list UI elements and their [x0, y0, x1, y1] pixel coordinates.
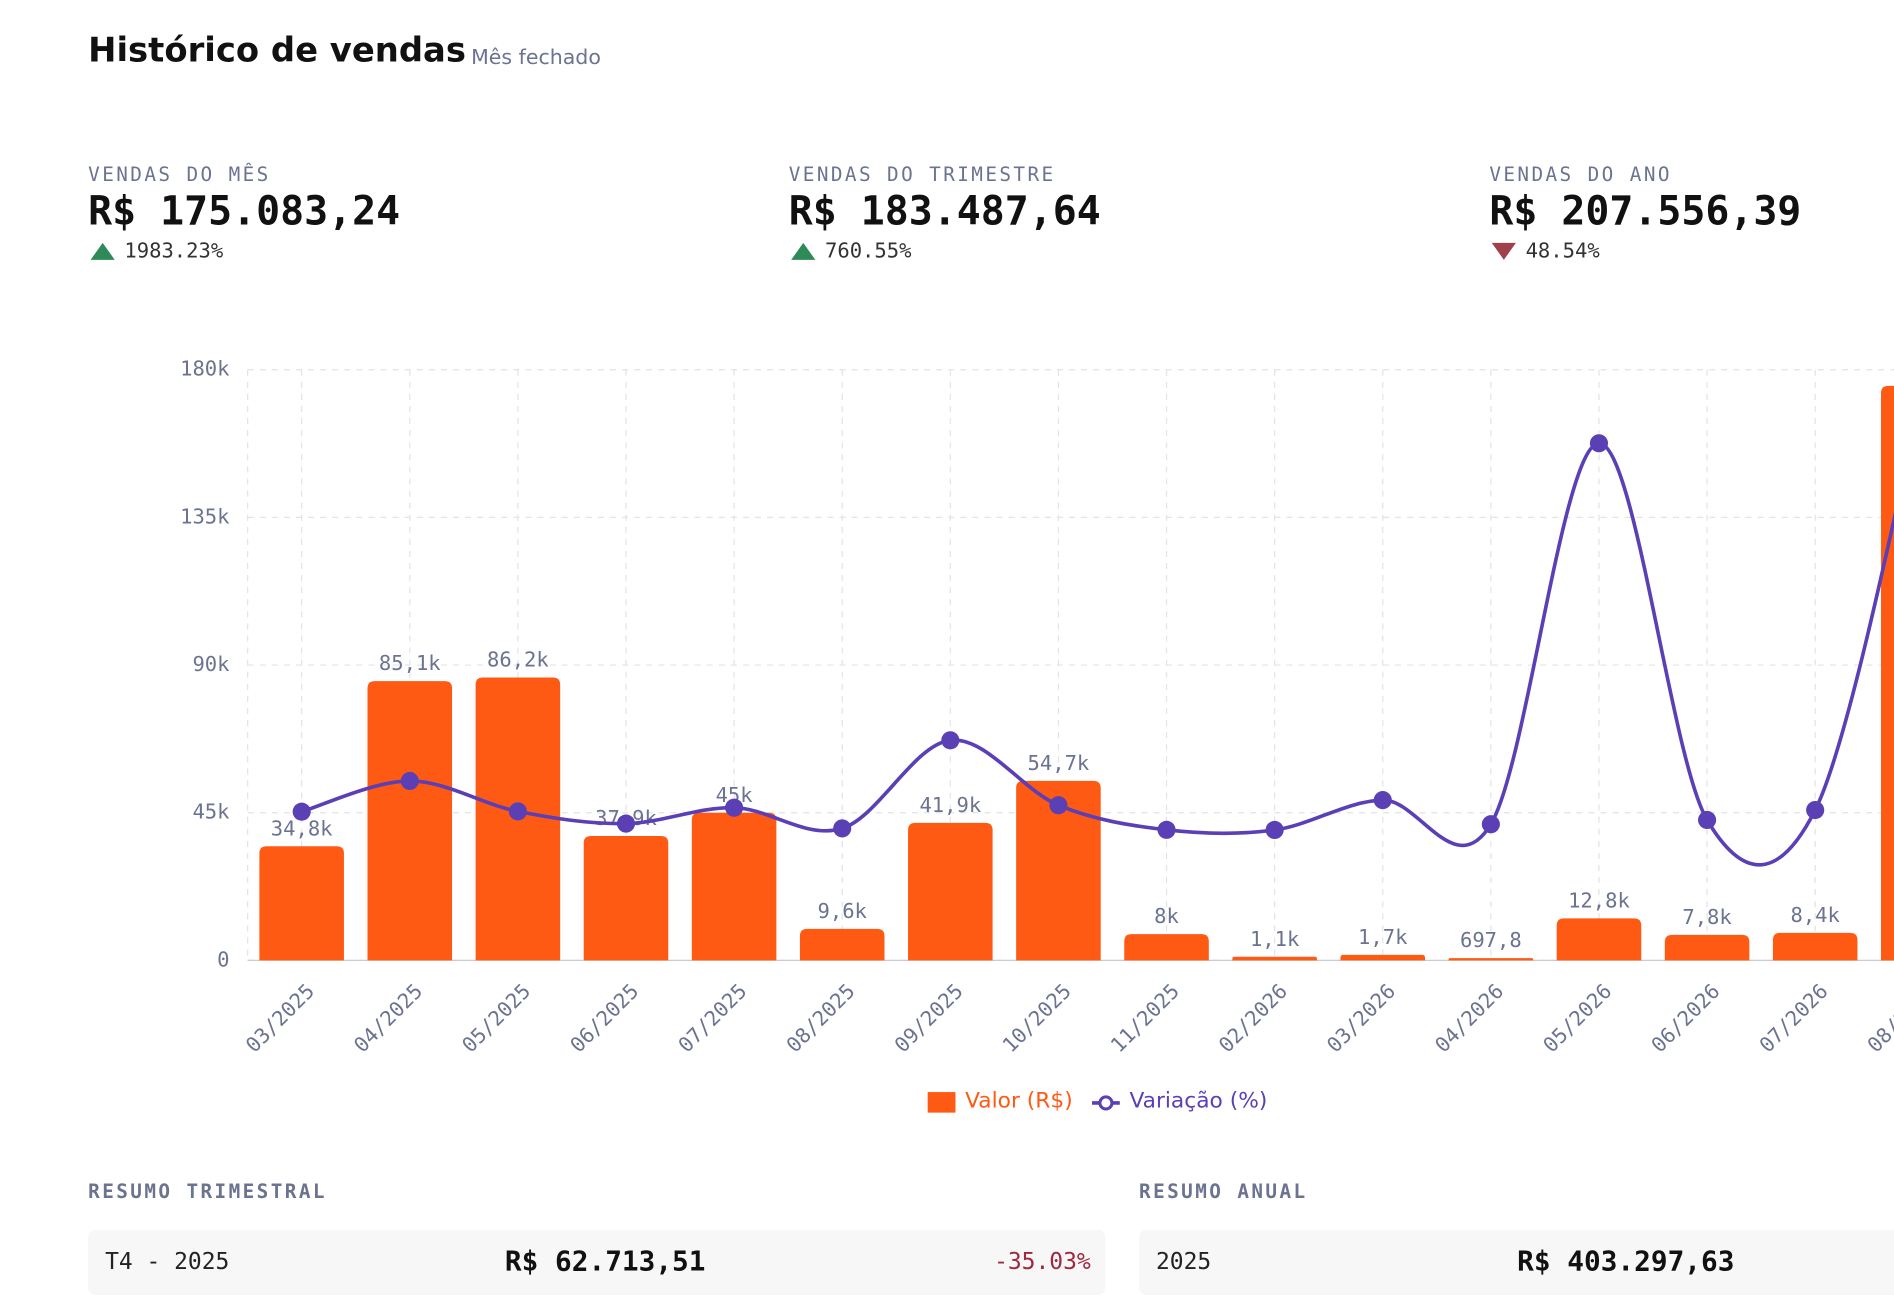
- y-tick-label: 135k: [180, 504, 230, 528]
- bar: [367, 681, 453, 961]
- value-label: 8,4k: [1790, 903, 1840, 927]
- legend-swatch: [927, 1092, 956, 1113]
- value-label: 41,9k: [919, 793, 981, 817]
- point: [1698, 810, 1717, 830]
- x-tick-label: 06/2025: [565, 979, 643, 1057]
- bar: [1881, 385, 1894, 961]
- kpi-value: R$ 175.083,24: [88, 188, 400, 234]
- point: [508, 802, 527, 821]
- x-tick-label: 11/2025: [1106, 979, 1184, 1057]
- section-title: RESUMO ANUAL: [1139, 1180, 1308, 1203]
- bar: [1232, 956, 1317, 961]
- kpi-change: 48.54%: [1526, 238, 1601, 262]
- value-label: 7,8k: [1682, 905, 1732, 929]
- point: [1049, 796, 1068, 815]
- y-tick-label: 180k: [180, 357, 230, 381]
- point: [1265, 820, 1284, 840]
- legend-swatch: [1098, 1095, 1114, 1111]
- legend-label: Variação (%): [1129, 1089, 1267, 1114]
- bar: [1448, 958, 1534, 961]
- kpi-change: 1983.23%: [124, 238, 223, 262]
- kpi-value: R$ 207.556,39: [1489, 188, 1801, 234]
- point: [1373, 791, 1392, 810]
- value-label: 9,6k: [818, 899, 868, 923]
- page-title: Histórico de vendas: [88, 31, 466, 70]
- point: [1589, 434, 1609, 453]
- x-tick-label: 08/2026: [1863, 979, 1894, 1057]
- x-tick-label: 03/2025: [241, 979, 319, 1057]
- bar: [1556, 918, 1642, 961]
- row-change: -35.03%: [994, 1249, 1091, 1275]
- bar: [583, 836, 669, 961]
- y-tick-label: 90k: [192, 652, 230, 676]
- x-tick-label: 05/2026: [1538, 979, 1616, 1057]
- value-label: 1,1k: [1250, 927, 1300, 951]
- row-period: T4 - 2025: [105, 1249, 229, 1275]
- kpi-value: R$ 183.487,64: [789, 188, 1101, 234]
- value-label: 12,8k: [1568, 888, 1630, 912]
- trend-icon: [90, 242, 115, 260]
- trend-icon: [791, 242, 816, 260]
- point: [1157, 820, 1176, 839]
- point: [725, 798, 744, 817]
- value-label: 85,1k: [379, 651, 441, 675]
- legend-label: Valor (R$): [965, 1089, 1073, 1114]
- bar: [1124, 934, 1209, 961]
- row-value: R$ 62.713,51: [505, 1244, 706, 1277]
- row-value: R$ 403.297,63: [1517, 1244, 1734, 1277]
- summary-row: [88, 1229, 1106, 1296]
- point: [400, 771, 419, 791]
- x-tick-label: 02/2026: [1214, 979, 1292, 1057]
- kpi-label: VENDAS DO TRIMESTRE: [789, 163, 1056, 186]
- point: [941, 731, 960, 750]
- bar: [1772, 932, 1858, 961]
- page-subtitle: Mês fechado: [471, 45, 601, 69]
- summary-row: [1139, 1229, 1894, 1296]
- x-tick-label: 07/2026: [1755, 979, 1833, 1057]
- x-tick-label: 03/2026: [1322, 979, 1400, 1057]
- value-label: 8k: [1154, 904, 1179, 928]
- bar: [1340, 954, 1426, 961]
- y-tick-label: 0: [217, 947, 229, 971]
- x-tick-label: 04/2025: [349, 979, 427, 1057]
- point: [1806, 800, 1825, 820]
- bar: [1664, 934, 1750, 961]
- kpi-label: VENDAS DO ANO: [1489, 163, 1672, 186]
- x-tick-label: 08/2025: [782, 979, 860, 1057]
- point: [616, 814, 636, 833]
- y-tick-label: 45k: [192, 800, 230, 824]
- bar: [1016, 780, 1101, 961]
- kpi-label: VENDAS DO MÊS: [88, 163, 271, 186]
- value-label: 697,8: [1460, 928, 1522, 952]
- x-tick-label: 06/2026: [1646, 979, 1724, 1057]
- section-title: RESUMO TRIMESTRAL: [88, 1180, 327, 1203]
- bar: [259, 846, 344, 961]
- value-label: 54,7k: [1028, 751, 1090, 775]
- value-label: 86,2k: [487, 648, 549, 672]
- trend-icon: [1491, 242, 1516, 260]
- bar: [908, 822, 993, 961]
- point: [1481, 815, 1500, 834]
- kpi-change: 760.55%: [825, 238, 912, 262]
- x-tick-label: 10/2025: [998, 979, 1076, 1057]
- x-tick-label: 09/2025: [890, 979, 968, 1057]
- bar: [691, 812, 777, 961]
- row-period: 2025: [1156, 1249, 1211, 1275]
- x-tick-label: 04/2026: [1430, 979, 1508, 1057]
- bar: [799, 928, 885, 961]
- value-label: 1,7k: [1358, 925, 1408, 949]
- point: [833, 819, 852, 838]
- point: [292, 802, 311, 821]
- x-tick-label: 07/2025: [673, 979, 751, 1057]
- x-tick-label: 05/2025: [457, 979, 535, 1057]
